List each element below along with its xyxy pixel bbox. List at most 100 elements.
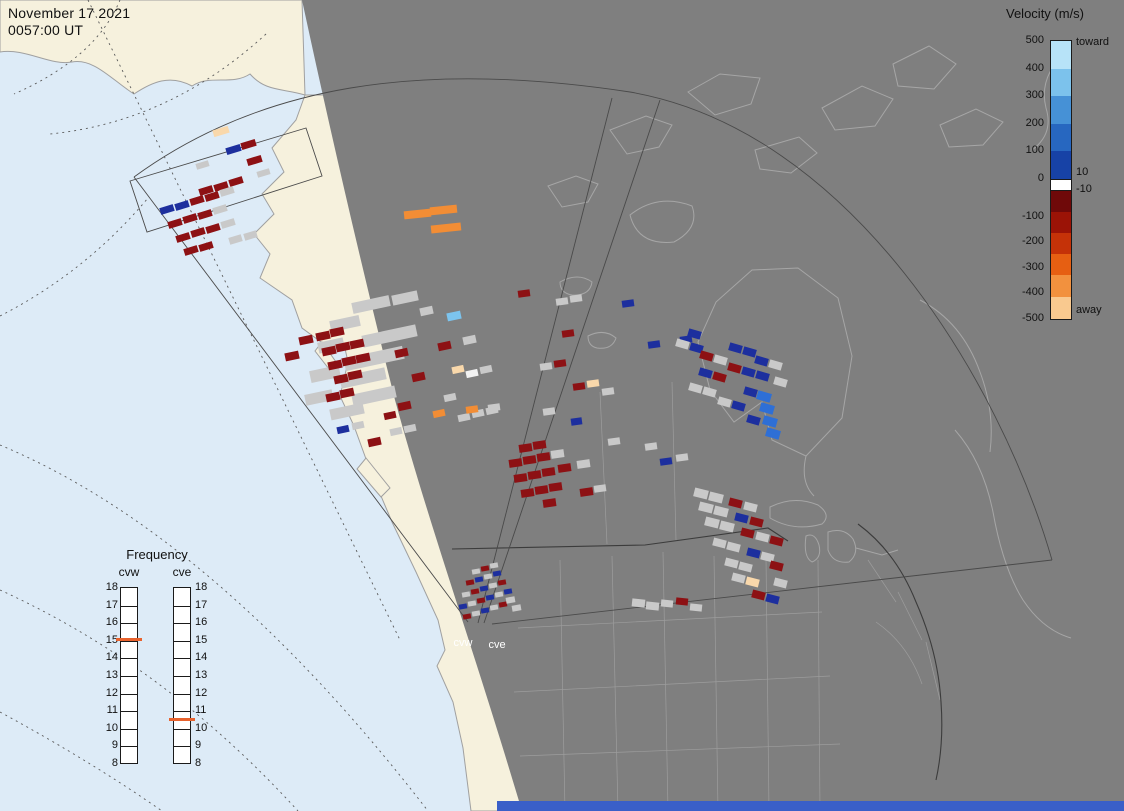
radar-data-cell bbox=[458, 603, 468, 610]
radar-data-cell bbox=[391, 290, 419, 306]
velocity-colorbar bbox=[1050, 40, 1072, 320]
radar-data-cell bbox=[461, 591, 471, 598]
radar-data-cell bbox=[689, 603, 703, 612]
minus10-label: -10 bbox=[1076, 183, 1092, 195]
frequency-tick-label: 10 bbox=[105, 721, 118, 734]
radar-data-cell bbox=[539, 362, 553, 371]
radar-data-cell bbox=[351, 420, 365, 431]
radar-data-cell bbox=[621, 299, 635, 308]
radar-data-cell bbox=[419, 305, 434, 317]
colorbar-segment bbox=[1051, 190, 1071, 212]
radar-data-cell bbox=[394, 347, 409, 359]
radar-data-cell bbox=[494, 591, 504, 598]
frequency-tick-label: 9 bbox=[111, 739, 118, 752]
radar-data-cell bbox=[743, 501, 758, 513]
radar-data-cell bbox=[644, 442, 658, 451]
radar-data-cell bbox=[773, 577, 788, 589]
radar-data-cell bbox=[298, 334, 314, 346]
radar-data-cell bbox=[728, 342, 743, 354]
radar-data-cell bbox=[243, 230, 258, 241]
frequency-column-label: cve bbox=[172, 565, 192, 579]
radar-data-cell bbox=[457, 412, 471, 423]
radar-data-cell bbox=[175, 232, 191, 243]
radar-data-cell bbox=[704, 516, 720, 529]
plus10-label: 10 bbox=[1076, 166, 1089, 178]
colorbar-segment bbox=[1051, 274, 1071, 297]
frequency-ladder-rung bbox=[174, 658, 190, 660]
radar-data-cell bbox=[557, 463, 572, 473]
radar-data-cell bbox=[717, 396, 732, 408]
frequency-column-label: cvw bbox=[118, 565, 140, 579]
radar-data-cell bbox=[749, 516, 764, 528]
radar-data-cell bbox=[480, 565, 490, 572]
radar-data-cell bbox=[256, 168, 271, 178]
frequency-tick-label: 11 bbox=[106, 704, 118, 717]
frequency-tick-label: 9 bbox=[195, 739, 202, 752]
radar-data-cell bbox=[212, 125, 230, 138]
frequency-marker bbox=[169, 717, 195, 721]
radar-data-cell bbox=[465, 405, 479, 414]
radar-data-cell bbox=[479, 364, 493, 375]
radar-data-cell bbox=[355, 352, 371, 364]
radar-data-cell bbox=[522, 455, 537, 465]
radar-data-cell bbox=[689, 342, 704, 354]
radar-data-cell bbox=[751, 589, 766, 601]
radar-data-cell bbox=[246, 154, 263, 167]
radar-data-cell bbox=[550, 449, 565, 459]
radar-data-cell bbox=[659, 457, 673, 466]
radar-data-cell bbox=[349, 338, 365, 350]
frequency-ladder-rung bbox=[121, 746, 137, 748]
radar-data-cell bbox=[726, 541, 741, 553]
radar-data-cell bbox=[437, 340, 452, 352]
radar-data-cell bbox=[765, 593, 780, 605]
radar-data-cell bbox=[570, 417, 583, 426]
velocity-tick-label: 500 bbox=[1025, 34, 1044, 46]
frequency-ladder-rung bbox=[174, 693, 190, 695]
radar-data-cell bbox=[579, 487, 594, 497]
radar-data-cell bbox=[727, 362, 742, 374]
radar-data-cell bbox=[367, 436, 382, 448]
radar-data-cell bbox=[411, 371, 426, 383]
colorbar-segment bbox=[1051, 68, 1071, 97]
radar-data-cell bbox=[503, 588, 513, 595]
frequency-marker bbox=[116, 638, 142, 642]
frequency-tick-label: 18 bbox=[195, 581, 208, 593]
toward-label: toward bbox=[1076, 36, 1110, 48]
radar-data-cell bbox=[593, 484, 607, 493]
radar-data-cell bbox=[517, 289, 531, 298]
colorbar-segment bbox=[1051, 232, 1071, 254]
radar-data-cell bbox=[430, 222, 462, 234]
radar-data-cell bbox=[487, 403, 501, 412]
radar-data-cell bbox=[403, 208, 432, 220]
radar-data-cell bbox=[240, 138, 257, 151]
radar-data-cell bbox=[204, 191, 220, 202]
velocity-legend: Velocity (m/s) 500 400 300 200 100 0 -100 -200 -… bbox=[990, 0, 1124, 345]
frequency-ladder-rung bbox=[121, 640, 137, 642]
frequency-ladder-rung bbox=[174, 711, 190, 713]
frequency-ladder-rung bbox=[174, 746, 190, 748]
frequency-ladder-rung bbox=[121, 658, 137, 660]
away-label: away bbox=[1076, 304, 1102, 316]
radar-data-cell bbox=[731, 400, 746, 412]
velocity-tick-label: -400 bbox=[1021, 286, 1044, 299]
velocity-tick-label: 100 bbox=[1025, 144, 1044, 157]
frequency-tick-label: 12 bbox=[195, 686, 208, 699]
radar-data-cell bbox=[688, 382, 703, 394]
graticule-dotted bbox=[0, 0, 429, 811]
radar-data-cell bbox=[769, 560, 784, 572]
radar-data-cell bbox=[746, 547, 761, 559]
frequency-tick-label: 16 bbox=[105, 616, 118, 629]
frequency-ladder-rung bbox=[174, 605, 190, 607]
radar-data-cell bbox=[693, 487, 709, 500]
radar-data-cell bbox=[327, 359, 343, 371]
radar-data-cell bbox=[315, 330, 331, 342]
radar-data-cell bbox=[167, 218, 183, 229]
radar-data-cell bbox=[488, 582, 498, 589]
radar-data-cell bbox=[195, 160, 210, 170]
radar-data-cell bbox=[738, 561, 753, 573]
radar-data-cell bbox=[743, 386, 758, 398]
velocity-tick-label: -300 bbox=[1021, 260, 1044, 273]
radar-data-cell bbox=[699, 350, 714, 362]
radar-data-cell bbox=[183, 245, 199, 256]
radar-data-cell bbox=[536, 452, 551, 462]
